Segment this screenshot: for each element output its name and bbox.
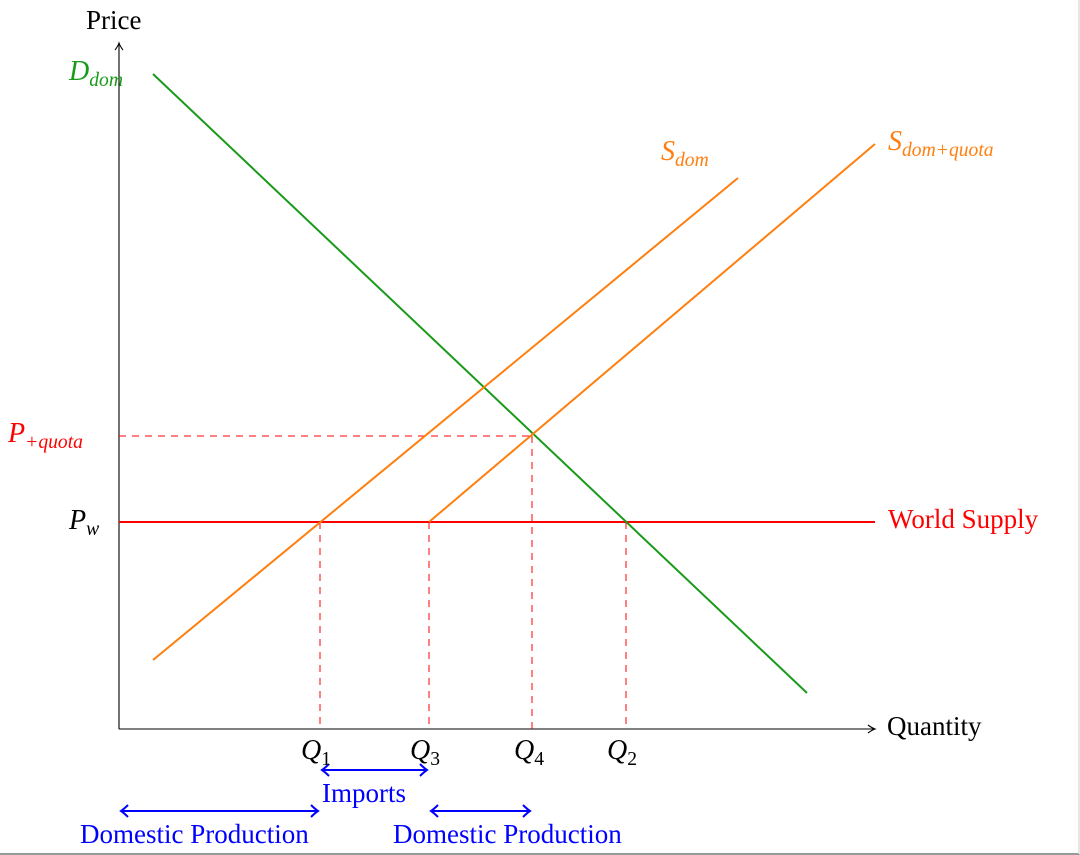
q4-label: Q4 [514, 735, 545, 770]
q2-label: Q2 [607, 735, 638, 770]
domestic-production-left-label: Domestic Production [80, 819, 309, 849]
supply-dom-curve [152, 177, 739, 661]
demand-curve [152, 73, 808, 694]
imports-label: Imports [322, 778, 406, 808]
p-quota-label: P+quota [8, 418, 83, 453]
y-axis-label: Price [86, 5, 142, 35]
world-supply-label: World Supply [888, 504, 1039, 534]
q1-label: Q1 [301, 735, 332, 770]
p-world-label: Pw [69, 505, 100, 540]
domestic-production-right-label: Domestic Production [393, 819, 622, 849]
demand-label: Ddom [69, 56, 123, 91]
supply-dom-label: Sdom [661, 136, 709, 171]
x-axis-label: Quantity [887, 711, 982, 741]
supply-quota-label: Sdom+quota [888, 126, 994, 161]
supply-quota-curve [428, 143, 876, 523]
q3-label: Q3 [410, 735, 441, 770]
